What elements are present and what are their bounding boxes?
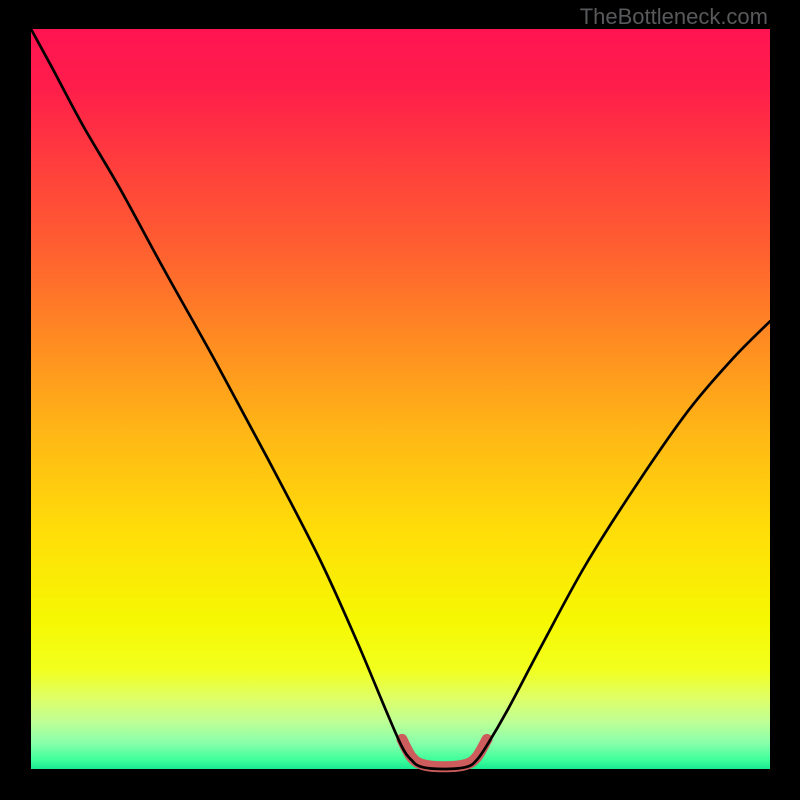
border-right [770,0,800,800]
border-bottom [0,769,800,800]
chart-frame: TheBottleneck.com [0,0,800,800]
bottleneck-chart [0,0,800,800]
watermark-text: TheBottleneck.com [580,4,768,30]
plot-background [31,29,770,769]
border-left [0,0,31,800]
